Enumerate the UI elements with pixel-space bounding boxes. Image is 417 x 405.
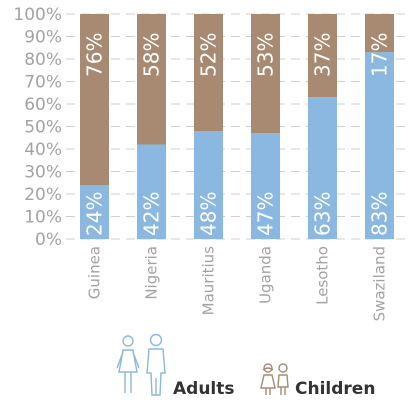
bar-children-nigeria: [137, 14, 166, 145]
data-label-children-nigeria: 58%: [140, 33, 164, 77]
bar-children-swaziland: [365, 14, 394, 53]
category-label-nigeria: Nigeria: [143, 246, 161, 300]
category-label-swaziland: Swaziland: [371, 246, 389, 321]
legend: Adults Children: [116, 333, 375, 399]
category-label-lesotho: Lesotho: [314, 246, 332, 305]
y-tick-label: 50%: [24, 118, 62, 138]
bar-adults-nigeria: [137, 144, 166, 239]
data-label-children-swaziland: 17%: [368, 33, 392, 77]
data-label-adults-mauritius: 48%: [197, 192, 221, 236]
data-label-children-lesotho: 37%: [311, 33, 335, 77]
data-label-children-uganda: 53%: [254, 33, 278, 77]
bar-adults-swaziland: [365, 52, 394, 239]
y-tick-label: 90%: [24, 28, 62, 48]
y-tick-label: 30%: [24, 163, 62, 183]
bar-children-uganda: [251, 14, 280, 134]
y-tick-label: 0%: [35, 230, 62, 250]
legend-label-children: Children: [295, 379, 375, 399]
data-label-children-guinea: 76%: [83, 33, 107, 77]
data-label-children-mauritius: 52%: [197, 33, 221, 77]
data-label-adults-guinea: 24%: [83, 192, 107, 236]
data-label-adults-lesotho: 63%: [311, 192, 335, 236]
bars-layer: [80, 14, 394, 239]
bar-children-mauritius: [194, 14, 223, 131]
y-tick-label: 10%: [24, 208, 62, 228]
bar-children-lesotho: [308, 14, 337, 98]
category-label-guinea: Guinea: [86, 246, 104, 299]
bar-adults-uganda: [251, 133, 280, 239]
bar-adults-guinea: [80, 185, 109, 239]
legend-label-adults: Adults: [173, 379, 235, 399]
y-tick-label: 70%: [24, 73, 62, 93]
y-tick-label: 100%: [13, 5, 62, 25]
child-figures-icon: [260, 363, 289, 395]
y-tick-label: 80%: [24, 50, 62, 70]
data-label-adults-uganda: 47%: [254, 192, 278, 236]
y-tick-label: 20%: [24, 185, 62, 205]
data-label-adults-nigeria: 42%: [140, 192, 164, 236]
labels-layer: 0%10% 20%30% 40%50% 60%70% 80%90% 100% 24% 76% G…: [13, 5, 391, 321]
y-tick-label: 40%: [24, 140, 62, 160]
adult-figures-icon: [116, 333, 166, 396]
category-label-uganda: Uganda: [257, 246, 275, 304]
grid-layer: [66, 13, 408, 240]
bar-adults-mauritius: [194, 131, 223, 239]
y-tick-label: 60%: [24, 95, 62, 115]
bar-children-guinea: [80, 14, 109, 185]
category-label-mauritius: Mauritius: [200, 246, 218, 316]
bar-adults-lesotho: [308, 97, 337, 239]
data-label-adults-swaziland: 83%: [368, 192, 392, 236]
